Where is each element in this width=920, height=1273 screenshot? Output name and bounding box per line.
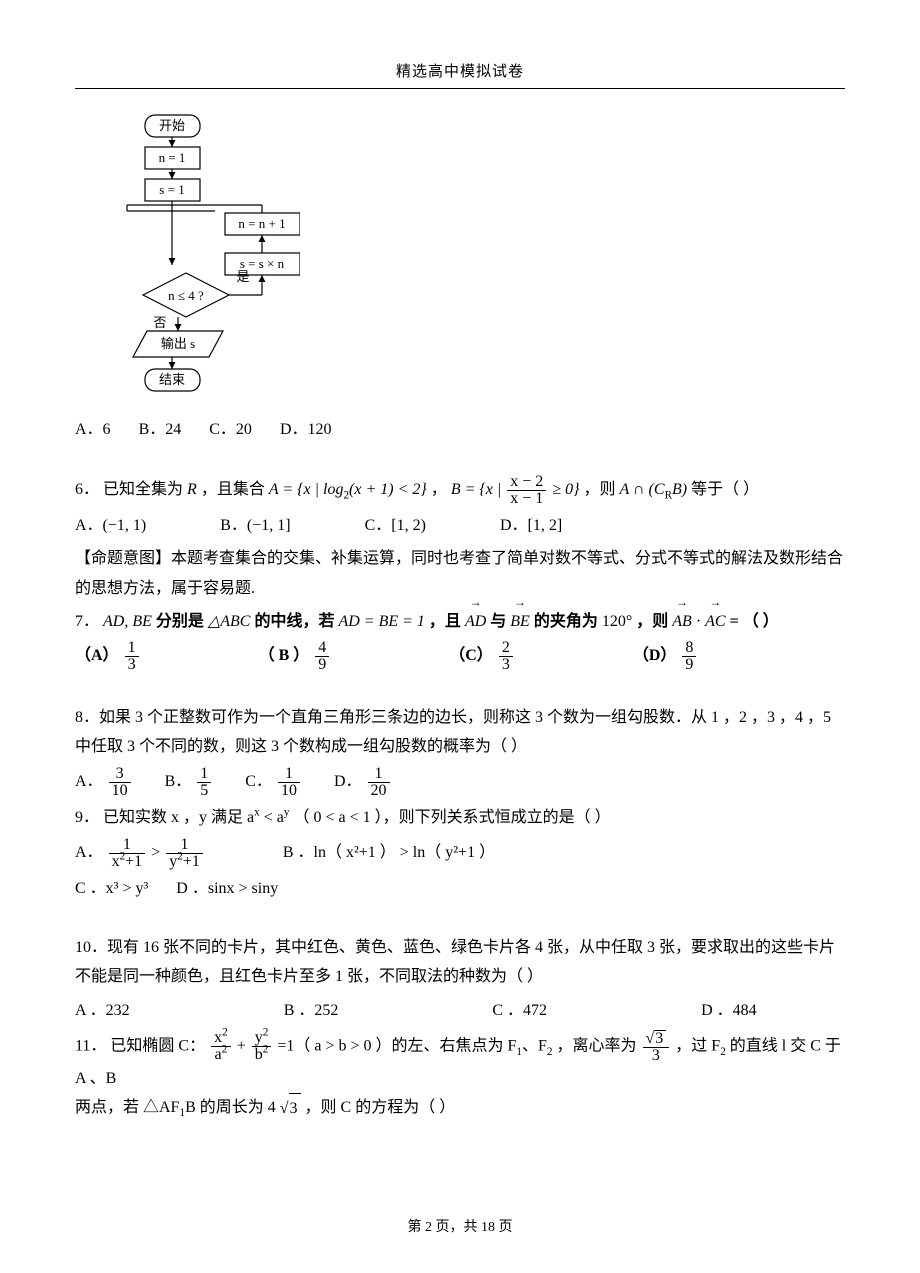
svg-text:否: 否: [153, 315, 166, 330]
vector-ad: AD: [465, 604, 486, 637]
opt-d-label: D．: [334, 773, 362, 790]
header-rule: [75, 88, 845, 89]
opt-a: A ．232: [75, 1002, 130, 1019]
opt-c: C．[1, 2): [365, 517, 426, 534]
opt-b-label: B．: [165, 773, 192, 790]
page-footer: 第 2 页，共 18 页: [0, 1217, 920, 1239]
sqrt-icon: √3: [280, 1093, 301, 1124]
opt-b-label: （ B ）: [259, 647, 310, 664]
svg-text:结束: 结束: [159, 372, 185, 387]
q9-stem: 9． 已知实数 x ，y 满足 ax < ay （ 0 < a < 1 ），则下…: [75, 803, 845, 833]
q11-num: 11．: [75, 1037, 106, 1054]
q5-options: A．6 B．24 C．20 D．120: [75, 415, 845, 445]
opt-b: B ．ln（ x²+1 ） > ln（ y²+1 ）: [283, 844, 495, 861]
total-pages: 18: [481, 1220, 495, 1235]
opt-a: A．6: [75, 421, 111, 438]
q6-num: 6．: [75, 481, 99, 498]
svg-text:n ≤ 4 ?: n ≤ 4 ?: [168, 288, 204, 303]
opt-d: D ．sinx > siny: [176, 880, 278, 897]
svg-text:s = 1: s = 1: [159, 182, 184, 197]
page-header: 精选高中模拟试卷: [75, 60, 845, 84]
opt-d: D．120: [280, 421, 332, 438]
vector-be: BE: [510, 604, 530, 637]
q9-options-row2: C ．x³ > y³ D ．sinx > siny: [75, 874, 845, 904]
opt-b: B．24: [139, 421, 182, 438]
q9-options-row1: A． 1 x2+1 > 1 y2+1 B ．ln（ x²+1 ） > ln（ y…: [75, 837, 845, 870]
analysis-title: 【命题意图】: [75, 550, 171, 567]
sqrt-icon: √3: [646, 1030, 667, 1047]
opt-c: C ．x³ > y³: [75, 880, 148, 897]
opt-a-label: A．: [75, 773, 103, 790]
q6-analysis: 【命题意图】本题考查集合的交集、补集运算，同时也考查了简单对数不等式、分式不等式…: [75, 544, 845, 603]
opt-c: C ．472: [492, 1002, 547, 1019]
opt-a: A．(−1, 1): [75, 517, 146, 534]
q11-stem-line1: 11． 已知椭圆 C： x2 a2 + y2 b2 =1（ a > b > 0 …: [75, 1030, 845, 1094]
q7-stem: 7． AD, BE 分别是 △ABC 的中线，若 AD = BE = 1 ，且 …: [75, 604, 845, 637]
q6-options: A．(−1, 1) B．(−1, 1] C．[1, 2) D．[1, 2]: [75, 511, 845, 541]
q11-stem-line2: 两点，若 △AF1B 的周长为 4 √3 ，则 C 的方程为（ ）: [75, 1093, 845, 1124]
svg-text:n = 1: n = 1: [159, 150, 186, 165]
opt-b: B．(−1, 1]: [220, 517, 290, 534]
svg-text:n = n + 1: n = n + 1: [238, 216, 285, 231]
q8-options: A． 310 B． 15 C． 110 D． 120: [75, 766, 845, 799]
opt-c: C．20: [209, 421, 252, 438]
opt-d-label: （D）: [633, 647, 677, 664]
opt-c-label: （C）: [449, 647, 493, 664]
svg-text:是: 是: [236, 269, 249, 284]
q10-options: A ．232 B ．252 C ．472 D ．484: [75, 996, 845, 1026]
q8-stem: 8．如果 3 个正整数可作为一个直角三角形三条边的边长，则称这 3 个数为一组勾…: [75, 703, 845, 762]
q9-num: 9．: [75, 809, 99, 826]
q7-options: （A） 13 （ B ） 49 （C） 23 （D） 89: [75, 640, 845, 673]
q8-num: 8．: [75, 709, 99, 726]
q5-flowchart: 开始 n = 1 s = 1 n = n + 1 s = s × n n ≤ 4…: [75, 105, 845, 409]
page-number: 2: [425, 1220, 432, 1235]
opt-d: D ．484: [701, 1002, 757, 1019]
eccentricity-frac: √3 3: [643, 1030, 670, 1064]
opt-c-label: C．: [245, 773, 272, 790]
q10-stem: 10．现有 16 张不同的卡片，其中红色、黄色、蓝色、绿色卡片各 4 张，从中任…: [75, 933, 845, 992]
q10-num: 10．: [75, 939, 107, 956]
svg-text:输出 s: 输出 s: [161, 336, 195, 351]
flowchart-svg: 开始 n = 1 s = 1 n = n + 1 s = s × n n ≤ 4…: [75, 105, 300, 400]
vector-ab: AB: [672, 604, 692, 637]
q7-num: 7．: [75, 613, 99, 630]
opt-d: D．[1, 2]: [500, 517, 562, 534]
opt-a-label: A．: [75, 844, 103, 861]
vector-ac: AC: [705, 604, 725, 637]
svg-text:开始: 开始: [159, 118, 185, 133]
opt-a-label: （A）: [75, 647, 119, 664]
opt-b: B ．252: [284, 1002, 339, 1019]
q6-fraction: x − 2 x − 1: [507, 474, 546, 507]
q6-stem: 6． 已知全集为 R ，且集合 A = {x | log2(x + 1) < 2…: [75, 474, 845, 507]
